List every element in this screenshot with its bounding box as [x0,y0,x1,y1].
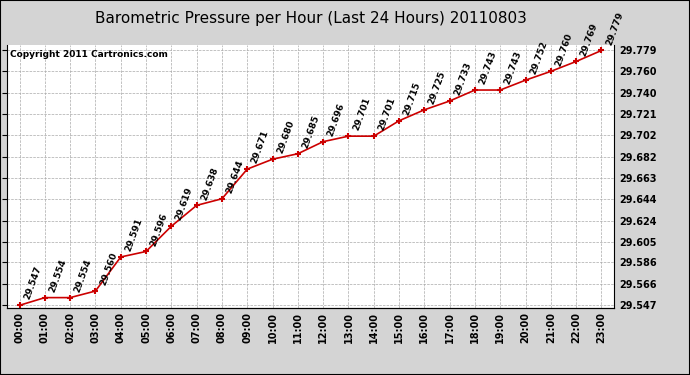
Text: 29.560: 29.560 [98,251,119,287]
Text: 29.696: 29.696 [326,102,346,138]
Text: 29.733: 29.733 [453,61,473,97]
Text: 29.671: 29.671 [250,129,270,165]
Text: 29.725: 29.725 [427,70,448,106]
Text: 29.779: 29.779 [604,10,624,46]
Text: 29.554: 29.554 [48,258,68,294]
Text: 29.743: 29.743 [503,50,524,86]
Text: 29.596: 29.596 [149,211,169,248]
Text: 29.554: 29.554 [73,258,93,294]
Text: 29.638: 29.638 [199,165,220,201]
Text: Copyright 2011 Cartronics.com: Copyright 2011 Cartronics.com [10,50,168,59]
Text: 29.769: 29.769 [579,21,600,57]
Text: 29.743: 29.743 [477,50,498,86]
Text: Barometric Pressure per Hour (Last 24 Hours) 20110803: Barometric Pressure per Hour (Last 24 Ho… [95,11,526,26]
Text: 29.752: 29.752 [529,40,549,76]
Text: 29.547: 29.547 [22,265,43,301]
Text: 29.701: 29.701 [377,96,397,132]
Text: 29.619: 29.619 [174,186,195,222]
Text: 29.591: 29.591 [124,217,144,253]
Text: 29.701: 29.701 [351,96,372,132]
Text: 29.760: 29.760 [553,32,574,67]
Text: 29.680: 29.680 [275,120,295,155]
Text: 29.685: 29.685 [301,114,321,150]
Text: 29.644: 29.644 [225,159,245,195]
Text: 29.715: 29.715 [402,81,422,117]
